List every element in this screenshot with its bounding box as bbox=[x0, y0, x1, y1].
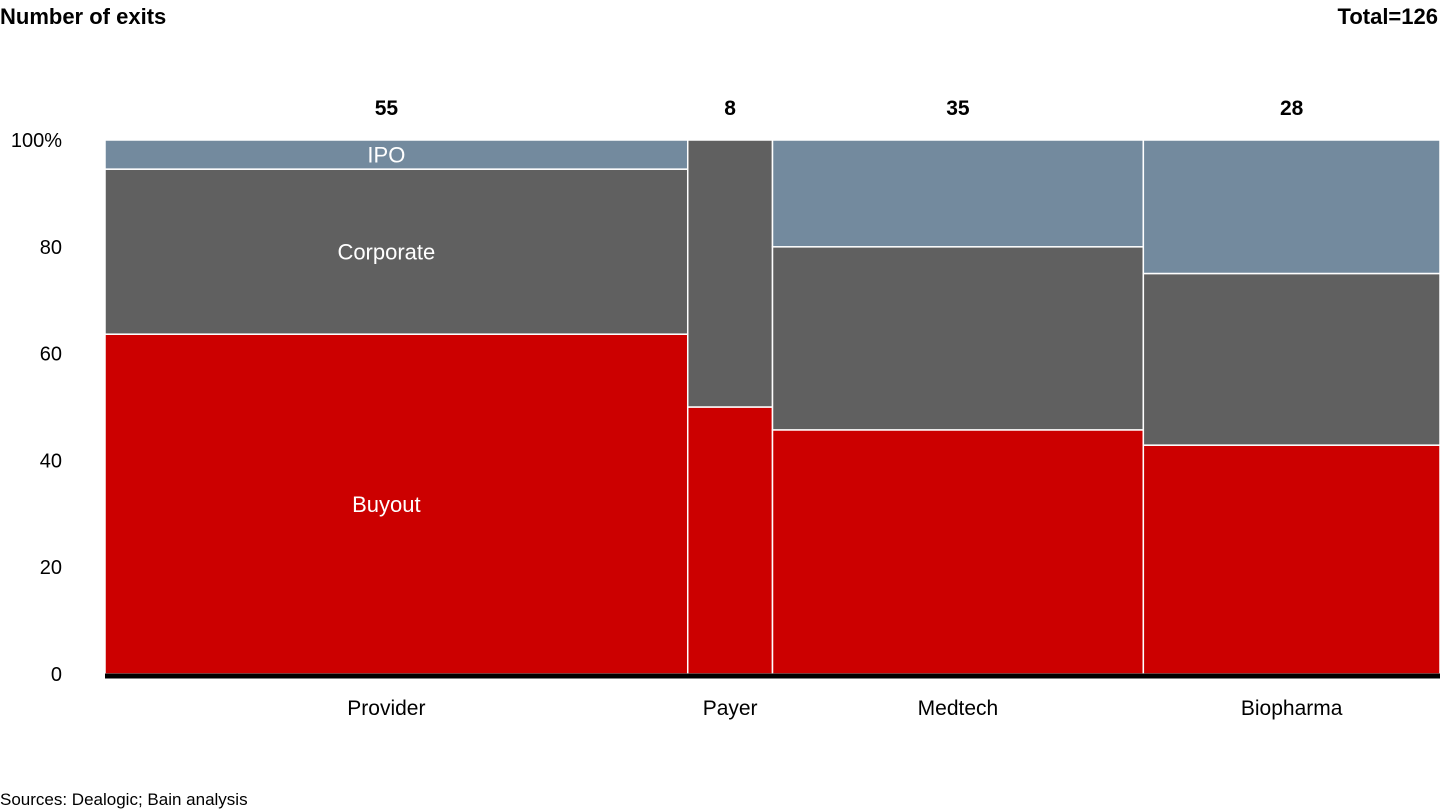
segment-label-ipo: IPO bbox=[367, 143, 405, 168]
column-total-label: 28 bbox=[1280, 97, 1304, 120]
segment-buyout-provider bbox=[104, 333, 689, 675]
segment-label-corporate: Corporate bbox=[337, 240, 435, 265]
segment-buyout-medtech bbox=[771, 429, 1145, 675]
y-tick-label: 80 bbox=[40, 237, 62, 259]
y-tick-label: 100% bbox=[11, 130, 62, 152]
chart-title: Number of exits bbox=[0, 4, 166, 29]
segment-corporate-biopharma bbox=[1142, 272, 1440, 446]
segment-buyout-biopharma bbox=[1142, 444, 1440, 675]
sources-note: Sources: Dealogic; Bain analysis bbox=[0, 790, 248, 809]
segment-label-buyout: Buyout bbox=[352, 492, 421, 517]
x-category-label: Medtech bbox=[918, 697, 999, 720]
y-tick-label: 40 bbox=[40, 450, 62, 472]
segment-buyout-payer bbox=[686, 406, 774, 675]
column-total-label: 35 bbox=[946, 97, 970, 120]
segment-ipo-medtech bbox=[771, 139, 1145, 248]
segment-corporate-payer bbox=[686, 139, 774, 408]
x-category-label: Provider bbox=[347, 697, 425, 720]
y-tick-label: 20 bbox=[40, 557, 62, 579]
segment-ipo-provider bbox=[104, 139, 689, 170]
segment-corporate-provider bbox=[104, 168, 689, 335]
y-tick-label: 0 bbox=[51, 664, 62, 686]
y-tick-label: 60 bbox=[40, 344, 62, 366]
total-label: Total=126 bbox=[1338, 4, 1438, 29]
segment-ipo-biopharma bbox=[1142, 139, 1440, 275]
x-category-label: Payer bbox=[703, 697, 758, 720]
column-total-label: 8 bbox=[724, 97, 736, 120]
column-total-label: 55 bbox=[375, 97, 399, 120]
plot-area: 0 20 40 60 80 100% Buyout Corporate IPO 55 Provide… bbox=[11, 97, 1440, 720]
x-category-label: Biopharma bbox=[1241, 697, 1343, 720]
segment-corporate-medtech bbox=[771, 246, 1145, 431]
